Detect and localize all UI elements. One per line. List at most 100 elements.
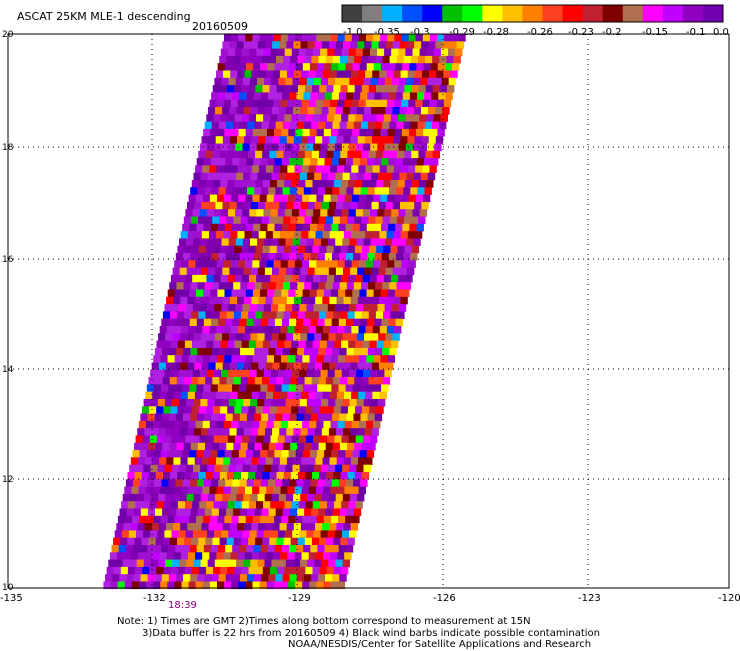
swath-cell	[387, 289, 396, 298]
swath-cell	[398, 143, 407, 152]
swath-cell	[283, 472, 292, 480]
swath-cell	[423, 128, 431, 137]
swath-cell	[170, 340, 179, 349]
swath-cell	[331, 479, 340, 487]
swath-cell	[379, 99, 388, 108]
swath-cell	[200, 238, 208, 246]
swath-cell	[221, 304, 229, 312]
swath-cell	[332, 347, 340, 356]
swath-cell	[181, 355, 190, 363]
swath-cell	[338, 450, 346, 458]
swath-cell	[258, 391, 267, 400]
swath-cell	[335, 559, 343, 568]
y-tick-label: 10	[2, 583, 14, 593]
swath-cell	[204, 413, 212, 422]
swath-cell	[293, 296, 302, 305]
swath-cell	[182, 545, 190, 553]
swath-cell	[336, 391, 345, 400]
swath-cell	[349, 143, 357, 152]
swath-cell	[315, 231, 323, 239]
swath-cell	[383, 180, 391, 188]
swath-cell	[357, 267, 365, 276]
swath-cell	[232, 574, 241, 582]
swath-cell	[307, 107, 315, 115]
swath-cell	[193, 493, 202, 502]
swath-cell	[260, 158, 268, 166]
swath-cell	[225, 253, 233, 261]
swath-cell	[380, 289, 389, 298]
swath-cell	[205, 406, 214, 414]
swath-cell	[288, 63, 296, 71]
swath-cell	[304, 442, 312, 451]
swath-cell	[214, 333, 223, 341]
swath-cell	[340, 472, 348, 480]
swath-cell	[155, 442, 163, 451]
swath-cell	[214, 172, 223, 181]
swath-cell	[326, 311, 334, 319]
swath-cell	[243, 559, 251, 568]
swath-cell	[290, 150, 298, 159]
swath-cell	[172, 267, 180, 276]
swath-cell	[239, 158, 247, 166]
swath-cell	[348, 48, 356, 57]
swath-cell	[330, 34, 338, 42]
swath-cell	[368, 377, 376, 385]
swath-cell	[316, 260, 324, 268]
swath-cell	[300, 559, 308, 568]
swath-cell	[207, 333, 216, 341]
swath-cell	[161, 318, 169, 327]
swath-cell	[378, 267, 386, 276]
swath-cell	[225, 413, 233, 422]
swath-cell	[314, 107, 322, 115]
swath-cell	[117, 515, 126, 524]
swath-cell	[180, 523, 188, 531]
swath-cell	[192, 369, 201, 378]
swath-cell	[207, 493, 216, 502]
swath-cell	[174, 260, 182, 268]
swath-cell	[162, 347, 170, 356]
swath-cell	[194, 523, 202, 531]
swath-cell	[243, 172, 251, 181]
swath-cell	[382, 377, 391, 385]
swath-cell	[133, 479, 141, 487]
swath-cell	[368, 121, 376, 130]
x-tick-label: -132	[143, 593, 166, 604]
swath-cell	[235, 238, 244, 246]
swath-cell	[278, 464, 286, 473]
swath-cell	[391, 48, 399, 57]
swath-cell	[234, 274, 243, 283]
swath-cell	[340, 311, 348, 319]
swath-cell	[334, 530, 343, 538]
swath-cell	[308, 296, 316, 305]
swath-cell	[310, 545, 318, 553]
swath-cell	[417, 187, 425, 195]
swath-cell	[267, 515, 275, 524]
swath-cell	[287, 34, 296, 42]
swath-cell	[143, 530, 151, 538]
swath-cell	[418, 150, 426, 159]
swath-cell	[148, 442, 156, 451]
swath-cell	[367, 347, 376, 356]
swath-cell	[347, 472, 355, 480]
y-tick-label: 14	[2, 365, 14, 375]
swath-cell	[246, 158, 254, 166]
swath-cell	[359, 128, 367, 137]
swath-cell	[198, 245, 207, 254]
swath-cell	[236, 362, 245, 371]
swath-cell	[312, 472, 320, 480]
swath-cell	[232, 92, 240, 100]
swath-cell	[301, 165, 309, 173]
swath-cell	[228, 77, 236, 86]
swath-cell	[345, 158, 354, 166]
swath-cell	[207, 559, 216, 568]
swath-cell	[355, 114, 363, 122]
colorbar-label: -0.26	[527, 27, 553, 38]
swath-cell	[318, 121, 326, 130]
swath-cell	[268, 121, 276, 130]
swath-cell	[408, 165, 416, 173]
swath-cell	[219, 282, 227, 290]
swath-cell	[294, 326, 302, 334]
swath-cell	[296, 318, 304, 327]
swath-cell	[368, 442, 376, 451]
swath-cell	[222, 333, 230, 341]
